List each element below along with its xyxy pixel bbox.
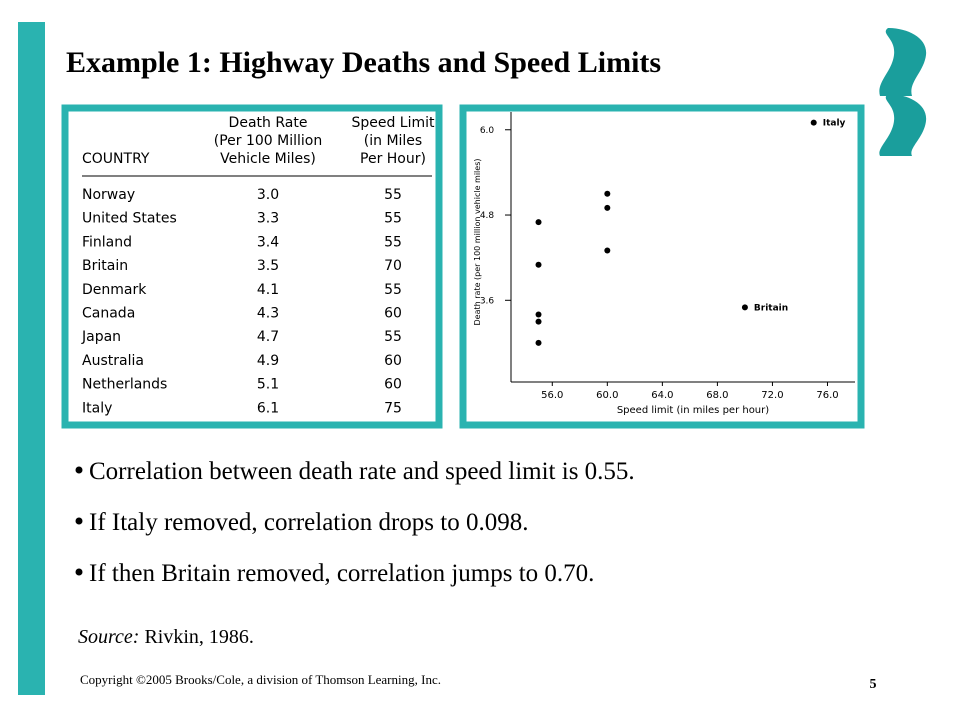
table-cell: 70 [384,258,402,274]
point [535,318,542,325]
decoration [879,28,927,96]
table-cell: 3.5 [257,258,279,274]
point [604,190,611,197]
side-bar [18,22,45,695]
table-cell: 4.3 [257,306,279,322]
chart-panel [459,104,865,429]
x-axis-label: Speed limit (in miles per hour) [617,405,769,416]
table-header: (Per 100 Million [214,133,322,149]
table-cell: 5.1 [257,377,279,393]
bullet: If then Britain removed, correlation jum… [89,560,594,587]
table-header: Death Rate [229,115,308,131]
table-cell: Australia [82,353,144,369]
table-cell: United States [82,211,177,227]
point [741,304,748,311]
copyright: Copyright ©2005 Brooks/Cole, a division … [80,672,441,687]
table-cell: Britain [82,258,128,274]
bullet-dot [75,517,83,525]
x-tick-label: 76.0 [816,390,838,401]
table-cell: Finland [82,234,132,250]
table-cell: 55 [384,234,402,250]
table-cell: 4.9 [257,353,279,369]
table-panel [61,104,443,429]
table-cell: Netherlands [82,377,167,393]
point-label: Italy [823,119,846,129]
table-cell: Japan [81,329,121,345]
slide-title: Example 1: Highway Deaths and Speed Limi… [66,46,661,79]
x-tick-label: 72.0 [761,390,783,401]
table-cell: 3.0 [257,187,279,203]
point [810,119,817,126]
source: Source: Rivkin, 1986. [78,626,254,648]
x-tick-label: 56.0 [541,390,563,401]
table-cell: 60 [384,377,402,393]
decoration [879,94,927,156]
point-label: Britain [754,303,788,313]
table-header: Vehicle Miles) [220,151,316,167]
bullet: If Italy removed, correlation drops to 0… [89,509,528,536]
table-cell: 55 [384,282,402,298]
source-label: Source: [78,626,139,648]
table-cell: 75 [384,400,402,416]
x-tick-label: 60.0 [596,390,618,401]
table-cell: Italy [82,400,112,416]
table-cell: 6.1 [257,400,279,416]
point [535,339,542,346]
point [535,311,542,318]
table-cell: 4.1 [257,282,279,298]
table-header: COUNTRY [82,151,150,167]
table-cell: 60 [384,306,402,322]
point [535,261,542,268]
table-header: Speed Limit [351,115,435,131]
x-tick-label: 64.0 [651,390,673,401]
table-cell: Canada [82,306,135,322]
table-cell: 55 [384,187,402,203]
y-tick-label: 3.6 [480,296,495,306]
bullet: Correlation between death rate and speed… [89,458,635,485]
table-cell: 60 [384,353,402,369]
bullet-dot [75,466,83,474]
y-tick-label: 4.8 [480,211,495,221]
bullet-dot [75,568,83,576]
point [535,219,542,226]
table-cell: 55 [384,211,402,227]
table-cell: 3.3 [257,211,279,227]
table-cell: 55 [384,329,402,345]
table-header: Per Hour) [360,151,426,167]
table-header: (in Miles [364,133,422,149]
table-cell: Denmark [82,282,147,298]
point [604,204,611,211]
table-cell: Norway [82,187,135,203]
table-cell: 3.4 [257,234,279,250]
source-text: Rivkin, 1986. [144,626,253,648]
point [604,247,611,254]
y-axis-label: Death rate (per 100 million vehicle mile… [473,159,482,326]
table-cell: 4.7 [257,329,279,345]
page-number: 5 [870,677,877,692]
x-tick-label: 68.0 [706,390,728,401]
y-tick-label: 6.0 [480,126,495,136]
